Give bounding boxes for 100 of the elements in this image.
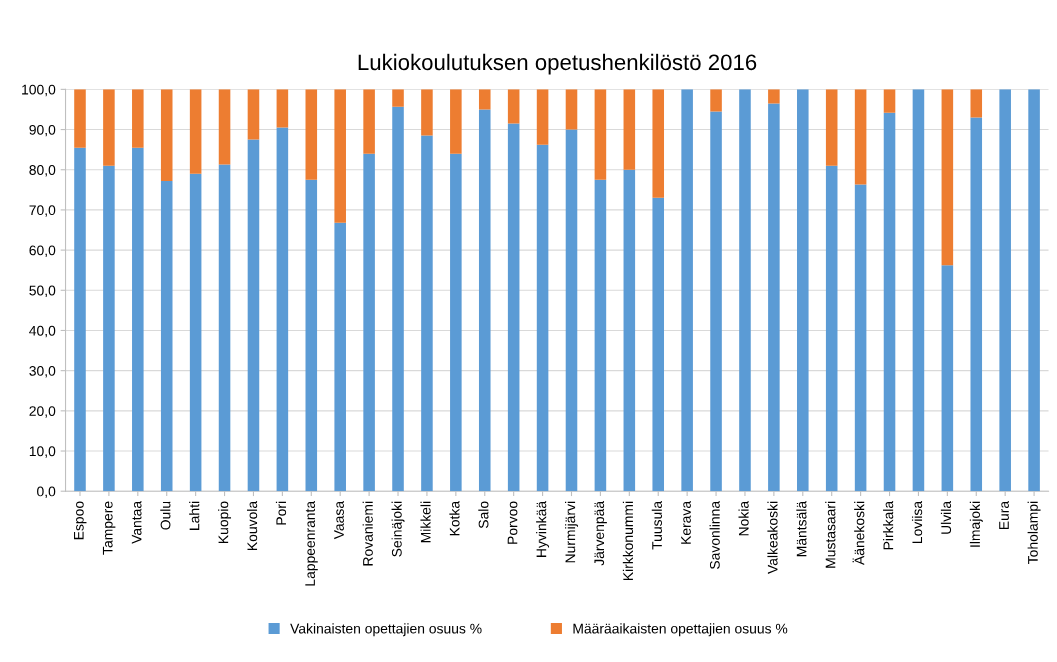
x-tick-label: Lappeenranta (305, 500, 318, 586)
bar (1028, 89, 1040, 492)
x-tick-label: Äänekoski (852, 501, 865, 565)
bar (103, 89, 115, 166)
x-tick-label: Kouvola (246, 500, 258, 550)
bar (768, 89, 780, 104)
bar (854, 89, 867, 185)
bar (160, 89, 173, 181)
bar (450, 153, 462, 492)
x-tick-label: Kirkkonummi (622, 501, 634, 581)
y-tick-label: 50,0 (29, 285, 56, 298)
bar (768, 103, 780, 492)
bar (392, 106, 404, 492)
y-tick-label: 100,0 (22, 84, 56, 97)
x-tick-label: Toholampi (1027, 501, 1041, 564)
bar (854, 184, 867, 492)
bar (276, 127, 289, 492)
x-tick-label: Porvoo (507, 501, 518, 544)
bar (797, 89, 809, 492)
x-tick-label: Salo (478, 501, 489, 529)
y-tick-label: 70,0 (29, 205, 56, 217)
legend-label: Määräaikaisten opettajien osuus % (573, 623, 788, 637)
bar (421, 135, 433, 492)
y-tick-label: 30,0 (29, 365, 56, 378)
bar (334, 222, 346, 492)
bar (189, 173, 202, 492)
legend-label: Vakinaisten opettajien osuus % (290, 623, 482, 637)
x-tick-label: Nurmijärvi (565, 501, 578, 563)
bar (825, 89, 838, 166)
y-tick-label: 10,0 (29, 446, 56, 458)
bar (623, 89, 636, 170)
x-tick-label: Savonlinna (709, 500, 720, 570)
x-tick-label: Kuopio (218, 501, 232, 544)
bar (478, 109, 491, 492)
x-tick-label: Espoo (74, 501, 87, 540)
bar (941, 89, 954, 266)
x-tick-label: Rovaniemi (362, 501, 373, 566)
x-tick-label: Tampere (102, 501, 116, 555)
bar (565, 129, 578, 492)
bar (421, 89, 433, 136)
x-tick-label: Pirkkala (883, 500, 894, 550)
bar (305, 179, 318, 492)
bar (507, 89, 520, 124)
bar (594, 179, 607, 492)
x-tick-label: Mäntsälä (796, 500, 807, 557)
bar (970, 117, 983, 492)
bar (536, 144, 549, 492)
x-tick-label: Mustasaari (825, 501, 836, 568)
bar (189, 89, 202, 174)
chart-title: Lukiokoulutuksen opetushenkilöstö 2016 (358, 53, 757, 75)
bar (970, 89, 983, 118)
bar (565, 89, 578, 130)
bar (218, 164, 231, 492)
bar (450, 89, 462, 154)
bar (74, 89, 86, 148)
bar (218, 89, 231, 165)
bar (103, 165, 115, 492)
x-tick-label: Pori (275, 501, 287, 525)
bar (710, 89, 722, 112)
x-tick-label: Valkeakoski (767, 501, 778, 574)
bar (536, 89, 549, 145)
bar (652, 89, 665, 198)
bar (681, 89, 693, 492)
x-tick-label: Vaasa (334, 500, 344, 540)
bar (276, 89, 289, 128)
y-tick-label: 90,0 (29, 124, 56, 137)
bar (363, 153, 375, 492)
x-tick-label: Järvenpää (594, 500, 607, 566)
x-tick-label: Tuusula (651, 500, 662, 550)
x-tick-label: Eura (999, 500, 1009, 530)
x-tick-label: Lahti (189, 501, 200, 530)
bar (132, 89, 144, 148)
x-tick-label: Ilmajoki (969, 501, 983, 547)
bar (941, 265, 954, 492)
bar (247, 89, 260, 140)
y-tick-label: 20,0 (29, 406, 56, 418)
y-tick-label: 60,0 (29, 245, 56, 257)
x-tick-label: Kerava (681, 500, 691, 544)
x-tick-label: Hyvinkää (536, 500, 550, 557)
bar (305, 89, 318, 180)
x-tick-label: Seinäjoki (391, 501, 405, 557)
bar (160, 180, 173, 492)
bar (710, 111, 722, 492)
y-tick-label: 40,0 (29, 325, 56, 338)
x-tick-label: Oulu (160, 501, 171, 530)
bar (594, 89, 607, 180)
bar (507, 123, 520, 492)
bar (363, 89, 375, 154)
bar (74, 147, 86, 492)
x-tick-label: Loviisa (911, 500, 923, 544)
x-tick-label: Vantaa (131, 500, 142, 544)
bar (652, 197, 665, 492)
bar (623, 169, 636, 492)
bar (883, 112, 896, 492)
bar (247, 139, 260, 492)
bar (478, 89, 491, 110)
bar (392, 89, 404, 107)
bar (912, 89, 925, 492)
x-tick-label: Nokia (738, 500, 749, 536)
x-tick-label: Mikkeli (420, 501, 431, 543)
